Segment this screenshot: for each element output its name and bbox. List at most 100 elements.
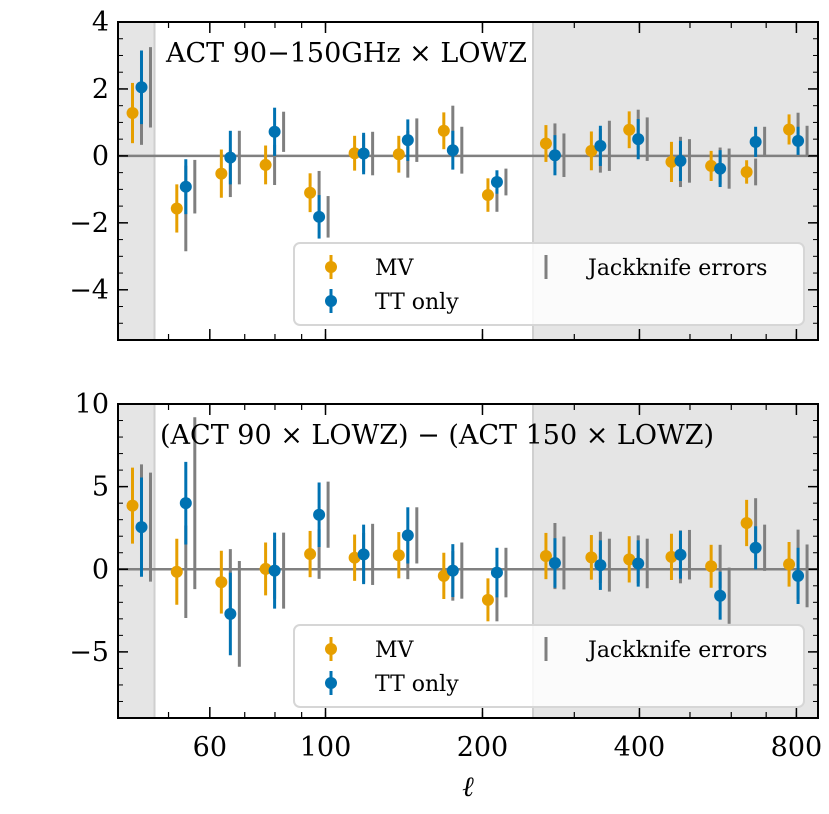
data-point-mv	[259, 158, 272, 171]
legend-marker-tt	[325, 295, 337, 307]
y-tick-label: 5	[92, 472, 109, 503]
data-point-tt	[224, 607, 237, 620]
data-point-tt	[313, 508, 326, 521]
data-point-tt	[548, 556, 561, 569]
shaded-region	[118, 22, 155, 340]
data-point-tt	[357, 147, 370, 160]
legend-bottom: MV TT only Jackknife errors	[293, 624, 805, 708]
x-tick-label: 100	[300, 732, 352, 763]
data-point-mv	[585, 144, 598, 157]
data-point-tt	[224, 151, 237, 164]
axes-frame-top	[117, 21, 819, 341]
data-point-mv	[392, 549, 405, 562]
y-tick-label: −4	[69, 275, 109, 306]
data-point-mv	[481, 189, 494, 202]
data-point-tt	[749, 541, 762, 554]
data-point-tt	[632, 557, 645, 570]
data-point-mv	[126, 499, 139, 512]
panel-title-bottom: (ACT 90 × LOWZ) − (ACT 150 × LOWZ)	[160, 420, 714, 451]
data-point-mv	[304, 548, 317, 561]
data-point-mv	[705, 159, 718, 172]
panel-top: MV TT only Jackknife errors ACT 90−150GH…	[69, 7, 819, 341]
data-point-mv	[348, 551, 361, 564]
data-point-tt	[268, 564, 281, 577]
panel-bottom: MV TT only Jackknife errors (ACT 90 × LO…	[69, 389, 823, 803]
data-point-mv	[585, 551, 598, 564]
y-tick-label: 0	[92, 141, 109, 172]
data-point-tt	[632, 133, 645, 146]
data-point-tt	[594, 559, 607, 572]
data-point-mv	[437, 569, 450, 582]
x-axis-label: ℓ	[462, 770, 474, 803]
legend-entry-mv	[325, 637, 337, 661]
data-point-mv	[705, 560, 718, 573]
data-point-tt	[674, 154, 687, 167]
data-point-tt	[401, 529, 414, 542]
legend-label-jackknife: Jackknife errors	[586, 256, 767, 281]
data-point-mv	[665, 155, 678, 168]
data-point-tt	[446, 144, 459, 157]
y-tick-label: 10	[75, 389, 109, 420]
data-point-tt	[548, 149, 561, 162]
y-tick-label: 2	[92, 74, 109, 105]
data-point-tt	[749, 135, 762, 148]
legend-entry-tt	[325, 289, 337, 313]
legend-marker-mv	[325, 643, 337, 655]
data-point-mv	[304, 186, 317, 199]
data-point-mv	[740, 165, 753, 178]
axes-frame-bottom	[117, 403, 819, 719]
data-point-mv	[665, 550, 678, 563]
data-point-mv	[740, 516, 753, 529]
data-point-tt	[594, 139, 607, 152]
data-point-mv	[392, 148, 405, 161]
y-tick-label: 4	[92, 7, 109, 38]
data-point-tt	[674, 548, 687, 561]
data-point-mv	[348, 147, 361, 160]
legend-label-tt: TT only	[375, 290, 459, 315]
legend-marker-tt	[325, 677, 337, 689]
data-point-mv	[126, 107, 139, 120]
legend-entry-mv	[325, 255, 337, 279]
legend-label-mv: MV	[375, 638, 415, 663]
panel-title-top: ACT 90−150GHz × LOWZ	[165, 38, 527, 69]
x-tick-label: 800	[771, 732, 823, 763]
data-point-tt	[268, 125, 281, 138]
data-point-tt	[792, 569, 805, 582]
data-point-mv	[783, 123, 796, 136]
shaded-region	[118, 404, 155, 718]
data-point-mv	[259, 562, 272, 575]
data-point-mv	[215, 167, 228, 180]
x-tick-label: 400	[614, 732, 666, 763]
data-point-mv	[170, 202, 183, 215]
data-point-mv	[437, 124, 450, 137]
data-point-tt	[714, 589, 727, 602]
data-point-tt	[490, 176, 503, 189]
legend-label-jackknife: Jackknife errors	[586, 638, 767, 663]
y-tick-label: −2	[69, 208, 109, 239]
data-point-tt	[179, 180, 192, 193]
data-point-tt	[714, 162, 727, 175]
legend-box	[293, 624, 805, 708]
data-point-mv	[623, 553, 636, 566]
legend-marker-mv	[325, 261, 337, 273]
legend-top: MV TT only Jackknife errors	[293, 242, 805, 326]
data-point-tt	[446, 564, 459, 577]
data-point-tt	[313, 210, 326, 223]
data-point-mv	[623, 123, 636, 136]
data-point-mv	[215, 576, 228, 589]
data-point-mv	[539, 137, 552, 150]
legend-box	[293, 242, 805, 326]
legend-entry-tt	[325, 671, 337, 695]
data-point-tt	[179, 497, 192, 510]
data-point-tt	[357, 548, 370, 561]
data-point-tt	[401, 134, 414, 147]
data-point-tt	[135, 521, 148, 534]
legend-label-tt: TT only	[375, 672, 459, 697]
legend-label-mv: MV	[375, 256, 415, 281]
data-point-tt	[135, 81, 148, 94]
data-point-mv	[170, 565, 183, 578]
x-tick-label: 60	[193, 732, 227, 763]
y-tick-label: 0	[92, 554, 109, 585]
data-point-tt	[490, 566, 503, 579]
